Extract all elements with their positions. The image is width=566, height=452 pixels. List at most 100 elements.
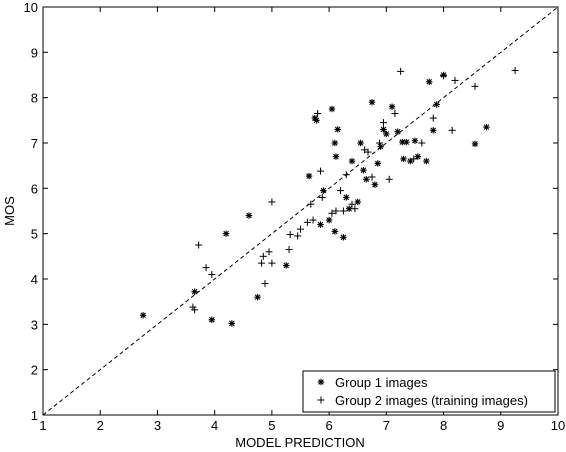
point-group-2 — [202, 264, 210, 272]
point-group-2 — [297, 225, 304, 233]
point-group-2 — [471, 82, 479, 90]
x-tick-label: 5 — [268, 418, 275, 433]
x-tick-label: 9 — [497, 418, 504, 433]
point-group-2 — [418, 139, 426, 147]
y-tick-label: 9 — [31, 45, 38, 60]
point-group-2 — [191, 306, 199, 314]
x-tick-label: 1 — [39, 418, 46, 433]
point-group-2 — [451, 76, 459, 84]
point-group-2 — [368, 173, 376, 181]
point-group-1 — [320, 187, 327, 194]
point-group-2 — [303, 218, 311, 226]
point-group-1 — [400, 155, 407, 163]
point-group-1 — [345, 205, 353, 212]
point-group-1 — [340, 234, 347, 241]
point-group-2 — [318, 193, 326, 201]
point-group-1 — [348, 157, 356, 165]
point-group-1 — [433, 101, 440, 108]
x-tick-label: 4 — [211, 418, 218, 433]
point-group-1 — [471, 140, 479, 148]
point-group-2 — [351, 205, 359, 213]
point-group-1 — [383, 130, 390, 138]
point-group-1 — [191, 288, 198, 295]
y-tick-label: 5 — [31, 227, 38, 242]
point-group-1 — [334, 126, 341, 133]
point-group-1 — [343, 194, 350, 201]
y-tick-label: 7 — [31, 136, 38, 151]
point-group-1 — [363, 176, 370, 183]
point-group-1 — [371, 181, 379, 188]
point-group-2 — [265, 248, 273, 256]
point-group-1 — [331, 139, 339, 147]
point-group-1 — [426, 78, 433, 85]
point-group-1 — [208, 316, 216, 323]
point-group-2 — [208, 270, 216, 278]
point-group-2 — [259, 252, 267, 260]
x-tick-label: 2 — [97, 418, 104, 433]
point-group-2 — [440, 72, 448, 80]
point-group-1 — [313, 117, 320, 124]
point-group-2 — [391, 110, 399, 118]
point-group-1 — [228, 320, 236, 327]
point-group-2 — [285, 246, 293, 254]
y-tick-label: 8 — [31, 91, 38, 106]
point-group-2 — [397, 67, 405, 75]
x-tick-label: 3 — [154, 418, 161, 433]
legend-label-group-2: Group 2 images (training images) — [335, 393, 528, 408]
axis-tick-labels: 1 2 3 4 5 6 7 8 9 10 1 2 3 4 5 6 7 8 9 10 — [24, 0, 566, 433]
point-group-1 — [305, 172, 313, 180]
point-group-2 — [328, 209, 336, 217]
point-group-1 — [245, 212, 253, 219]
legend-marker-group-1 — [317, 378, 325, 386]
point-group-1 — [332, 153, 340, 160]
point-group-1 — [414, 153, 422, 160]
point-group-2 — [268, 198, 276, 206]
x-axis-title: MODEL PREDICTION — [235, 435, 365, 450]
legend-box — [302, 370, 556, 413]
x-tick-label: 8 — [440, 418, 447, 433]
legend-marker-group-2 — [317, 396, 325, 404]
point-group-1 — [331, 228, 339, 235]
legend: Group 1 images Group 2 images (training … — [302, 370, 556, 413]
y-tick-label: 6 — [31, 181, 38, 196]
point-group-1 — [325, 216, 333, 224]
point-group-1 — [423, 157, 430, 165]
point-group-1 — [139, 312, 147, 319]
data-points — [139, 66, 519, 327]
point-group-2 — [307, 200, 315, 208]
point-group-2 — [364, 148, 372, 156]
point-group-1 — [354, 198, 361, 206]
point-group-1 — [483, 123, 490, 131]
point-group-2 — [337, 187, 345, 195]
point-group-1 — [411, 137, 419, 144]
point-group-2 — [511, 66, 519, 74]
point-group-2 — [348, 200, 356, 208]
point-group-1 — [222, 230, 230, 237]
y-tick-label: 2 — [31, 363, 38, 378]
point-group-2 — [410, 155, 418, 163]
y-tick-label: 10 — [24, 0, 38, 15]
point-group-2 — [448, 126, 456, 134]
point-group-1 — [357, 139, 364, 147]
point-group-2 — [332, 207, 340, 215]
point-group-2 — [261, 280, 269, 288]
y-axis-title: MOS — [2, 196, 17, 226]
y-tick-label: 1 — [31, 408, 38, 423]
point-group-1 — [430, 127, 437, 134]
point-group-1 — [388, 103, 396, 110]
x-tick-label: 10 — [551, 418, 565, 433]
point-group-2 — [379, 119, 387, 127]
x-tick-label: 6 — [325, 418, 332, 433]
point-group-2 — [309, 216, 317, 224]
point-group-2 — [429, 114, 437, 122]
point-group-2 — [339, 207, 347, 215]
point-group-2 — [385, 175, 393, 183]
point-group-2 — [375, 139, 383, 147]
point-group-1 — [377, 143, 384, 150]
point-group-2 — [342, 171, 350, 179]
axis-ticks — [42, 6, 559, 416]
point-group-1 — [394, 128, 401, 135]
point-group-2 — [317, 167, 325, 175]
point-group-2 — [268, 259, 276, 267]
